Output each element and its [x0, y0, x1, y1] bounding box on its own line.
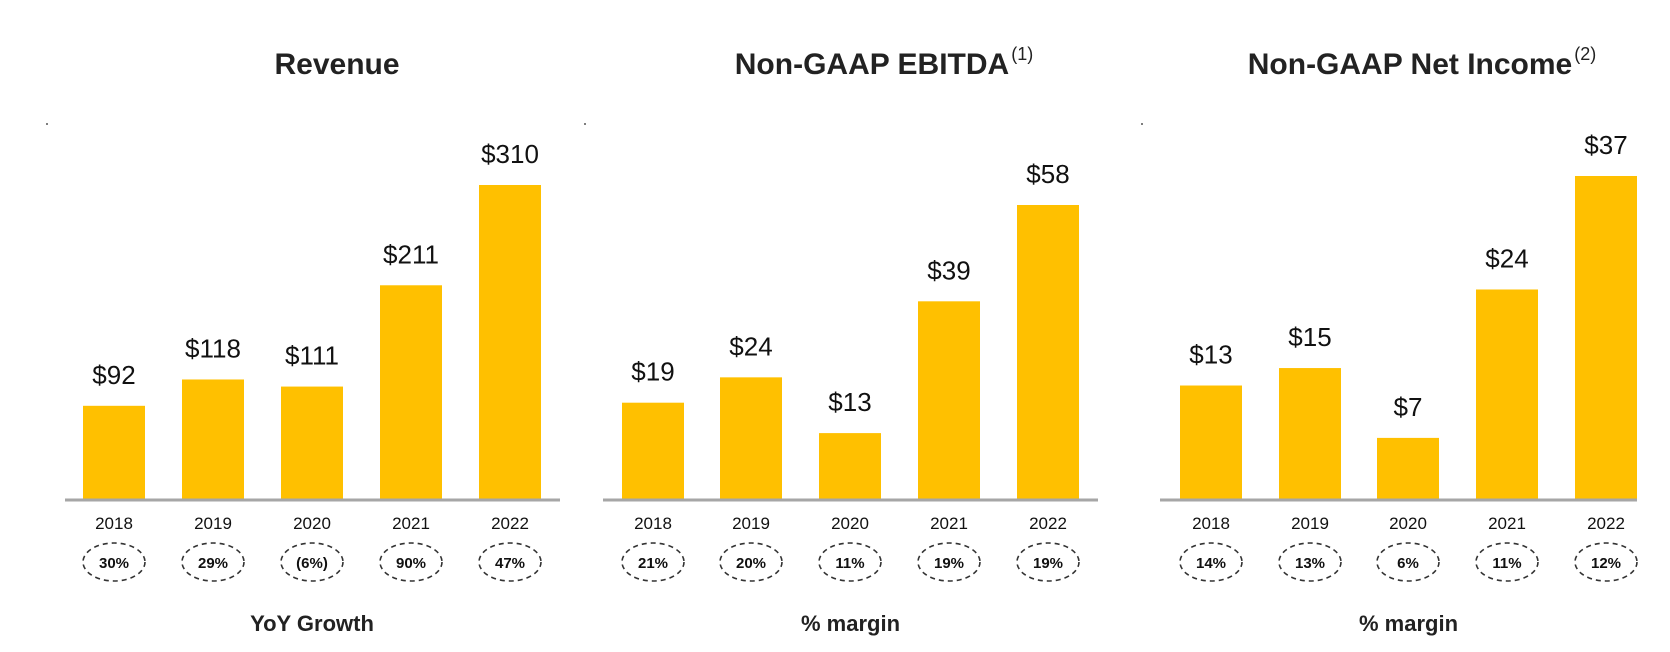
growth-ellipse	[1016, 542, 1080, 582]
chart-1: Non-GAAP EBITDA (1) $19 2018 21% $24 2019 20% $1…	[584, 44, 1098, 636]
sub-value-label: (6%)	[296, 555, 328, 572]
x-tick-label: 2018	[1192, 514, 1230, 533]
growth-ellipse	[1179, 542, 1243, 582]
growth-ellipse	[280, 542, 344, 582]
corner-mark	[1141, 123, 1143, 125]
bar-2019	[182, 379, 244, 499]
chart-title: Revenue	[274, 48, 399, 81]
bar-value-label: $13	[828, 387, 871, 417]
bar-value-label: $24	[729, 331, 772, 361]
sub-value-label: 13%	[1295, 555, 1325, 572]
bar-2018	[1180, 385, 1242, 499]
growth-ellipse	[478, 542, 542, 582]
sub-value-label: 47%	[495, 555, 525, 572]
sub-value-label: 11%	[1492, 555, 1521, 572]
growth-ellipse	[917, 542, 981, 582]
bar-value-label: $7	[1394, 392, 1423, 422]
x-tick-label: 2019	[1291, 514, 1329, 533]
x-tick-label: 2020	[831, 514, 869, 533]
sub-value-label: 20%	[736, 555, 766, 572]
growth-ellipse	[818, 542, 882, 582]
x-tick-label: 2019	[194, 514, 232, 533]
bar-2022	[479, 185, 541, 499]
bar-value-label: $37	[1584, 130, 1627, 160]
chart-title-superscript: (1)	[1011, 44, 1033, 64]
x-tick-label: 2022	[491, 514, 529, 533]
x-tick-label: 2022	[1029, 514, 1067, 533]
growth-ellipse	[82, 542, 146, 582]
chart-2: Non-GAAP Net Income (2) $13 2018 14% $15 2019 1…	[1141, 44, 1638, 636]
growth-ellipse	[1278, 542, 1342, 582]
growth-ellipse	[1475, 542, 1539, 582]
sub-value-label: 11%	[835, 555, 864, 572]
growth-ellipse	[1574, 542, 1638, 582]
bar-value-label: $13	[1189, 340, 1232, 370]
sub-value-label: 14%	[1196, 555, 1226, 572]
bar-2019	[1279, 368, 1341, 499]
growth-ellipse	[621, 542, 685, 582]
chart-title: Non-GAAP Net Income	[1248, 48, 1572, 81]
x-tick-label: 2020	[293, 514, 331, 533]
x-tick-label: 2021	[930, 514, 968, 533]
bar-2021	[380, 285, 442, 499]
chart-0: Revenue $92 2018 30% $118 2019 29% $111 2020 (6%)…	[46, 48, 560, 636]
x-tick-label: 2021	[392, 514, 430, 533]
x-tick-label: 2020	[1389, 514, 1427, 533]
x-tick-label: 2022	[1587, 514, 1625, 533]
sub-value-label: 21%	[638, 555, 668, 572]
bar-2019	[720, 377, 782, 499]
sub-value-label: 19%	[1033, 555, 1063, 572]
bar-2020	[1377, 437, 1439, 499]
bar-value-label: $24	[1485, 243, 1528, 273]
bar-value-label: $92	[92, 360, 135, 390]
bar-2021	[918, 301, 980, 499]
corner-mark	[46, 123, 48, 125]
growth-ellipse	[719, 542, 783, 582]
x-tick-label: 2018	[95, 514, 133, 533]
bar-2022	[1017, 205, 1079, 499]
bar-value-label: $211	[383, 239, 439, 269]
sub-value-label: 30%	[99, 555, 129, 572]
bar-2021	[1476, 289, 1538, 499]
bar-value-label: $15	[1288, 322, 1331, 352]
sub-value-label: 29%	[198, 555, 228, 572]
growth-ellipse	[1376, 542, 1440, 582]
bar-value-label: $310	[481, 139, 539, 169]
bar-2020	[281, 386, 343, 499]
bar-2020	[819, 433, 881, 499]
bar-2022	[1575, 176, 1637, 499]
bar-value-label: $58	[1026, 159, 1069, 189]
chart-title-superscript: (2)	[1574, 44, 1596, 64]
chart-title: Non-GAAP EBITDA	[735, 48, 1009, 81]
corner-mark	[584, 123, 586, 125]
sub-value-label: 6%	[1397, 555, 1419, 572]
x-tick-label: 2019	[732, 514, 770, 533]
bar-value-label: $118	[185, 333, 241, 363]
x-tick-label: 2021	[1488, 514, 1526, 533]
chart-footer-label: % margin	[1359, 611, 1458, 636]
bar-2018	[83, 405, 145, 499]
chart-footer-label: YoY Growth	[250, 611, 374, 636]
growth-ellipse	[379, 542, 443, 582]
bar-value-label: $19	[631, 357, 674, 387]
chart-footer-label: % margin	[801, 611, 900, 636]
bar-value-label: $39	[927, 255, 970, 285]
bar-value-label: $111	[285, 341, 339, 371]
bar-2018	[622, 402, 684, 499]
sub-value-label: 19%	[934, 555, 964, 572]
sub-value-label: 90%	[396, 555, 426, 572]
sub-value-label: 12%	[1591, 555, 1621, 572]
x-tick-label: 2018	[634, 514, 672, 533]
growth-ellipse	[181, 542, 245, 582]
